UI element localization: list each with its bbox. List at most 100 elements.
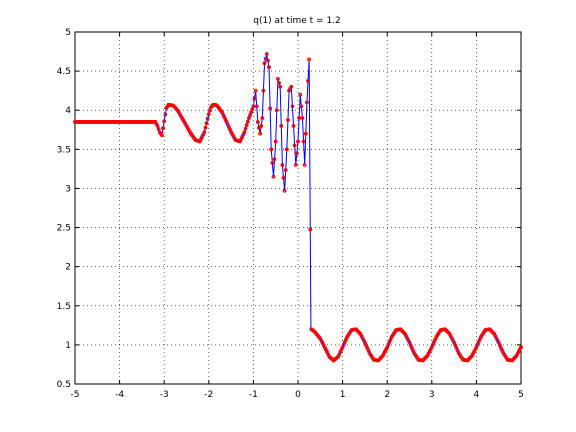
data-point: [205, 116, 210, 121]
data-point: [242, 130, 247, 135]
data-point: [292, 143, 297, 148]
y-tick-label: 2.5: [57, 224, 71, 234]
data-point: [281, 175, 286, 180]
series-markers: [73, 52, 523, 363]
x-tick-label: 1: [340, 390, 346, 400]
data-point: [308, 227, 313, 232]
data-point: [286, 118, 290, 122]
data-point: [263, 56, 268, 61]
x-tick-label: 5: [518, 390, 524, 400]
data-point: [265, 58, 270, 63]
data-point: [303, 131, 308, 136]
data-point: [305, 100, 309, 105]
data-point: [276, 77, 280, 81]
data-point: [253, 88, 258, 93]
data-point: [249, 110, 254, 115]
data-point: [519, 345, 523, 350]
x-tick-label: -2: [204, 390, 213, 400]
data-point: [261, 88, 266, 93]
data-point: [284, 147, 289, 152]
data-point: [248, 113, 252, 118]
data-point: [254, 104, 259, 109]
data-point: [262, 61, 267, 66]
data-point: [293, 163, 298, 167]
data-point: [272, 157, 277, 162]
data-point: [283, 168, 288, 172]
data-point: [299, 104, 304, 109]
y-tick-label: 4: [65, 106, 71, 116]
data-point: [163, 112, 168, 117]
x-tick-label: 3: [429, 390, 435, 400]
y-tick-label: 0.5: [57, 380, 71, 390]
series-layer: [73, 52, 523, 363]
data-point: [289, 84, 294, 89]
data-point: [244, 123, 249, 127]
data-point: [202, 130, 207, 135]
x-tick-label: 0: [295, 390, 301, 400]
data-point: [307, 57, 312, 62]
data-point: [203, 125, 208, 130]
data-point: [296, 139, 300, 144]
data-point: [273, 139, 278, 144]
y-tick-label: 1.5: [57, 302, 71, 312]
chart-title: q(1) at time t = 1.2: [253, 16, 341, 26]
data-point: [245, 119, 250, 124]
data-point: [156, 127, 161, 131]
data-point: [282, 188, 287, 193]
data-point: [279, 123, 284, 128]
data-point: [259, 123, 264, 128]
data-point: [291, 123, 296, 128]
data-point: [298, 92, 303, 97]
data-point: [251, 104, 256, 109]
data-point: [247, 116, 251, 120]
data-point: [160, 133, 164, 138]
y-axis: 0.5 1 1.5 2 2.5 3 3.5 4 4.5 5: [57, 28, 521, 390]
x-tick-label: 2: [384, 390, 390, 400]
data-point: [255, 120, 260, 124]
data-point: [206, 112, 211, 117]
data-point: [306, 78, 310, 83]
data-point: [301, 139, 306, 144]
data-point: [268, 106, 273, 111]
data-point: [297, 116, 302, 120]
data-point: [258, 131, 262, 136]
x-axis: -5 -4 -3 -2 -1 0 1 2 3 4 5: [71, 32, 524, 400]
y-tick-label: 1: [65, 341, 71, 351]
data-point: [204, 121, 209, 126]
data-point: [155, 123, 160, 128]
x-tick-label: -3: [160, 390, 169, 400]
data-point: [260, 116, 265, 120]
y-tick-label: 5: [65, 28, 71, 38]
data-point: [290, 104, 295, 109]
data-point: [269, 147, 274, 152]
data-point: [280, 163, 285, 167]
data-point: [278, 84, 283, 89]
data-point: [302, 163, 307, 167]
data-point: [161, 126, 165, 131]
data-point: [271, 174, 276, 179]
data-point: [294, 151, 299, 156]
y-tick-label: 4.5: [57, 67, 71, 77]
data-point: [250, 107, 255, 112]
data-point: [243, 126, 248, 131]
data-point: [264, 52, 269, 56]
y-tick-label: 3.5: [57, 145, 71, 155]
data-point: [162, 119, 167, 124]
x-tick-label: -5: [71, 390, 80, 400]
x-tick-label: 4: [474, 390, 480, 400]
data-point: [277, 80, 281, 85]
data-point: [300, 116, 305, 120]
data-point: [274, 108, 279, 113]
y-tick-label: 3: [65, 184, 71, 194]
data-point: [252, 96, 257, 101]
y-tick-label: 2: [65, 263, 71, 273]
grid: [75, 32, 521, 384]
x-tick-label: -1: [249, 390, 258, 400]
data-point: [270, 161, 275, 165]
data-point: [208, 108, 212, 113]
data-point: [267, 65, 271, 70]
x-tick-label: -4: [115, 390, 124, 400]
data-point: [257, 125, 261, 130]
